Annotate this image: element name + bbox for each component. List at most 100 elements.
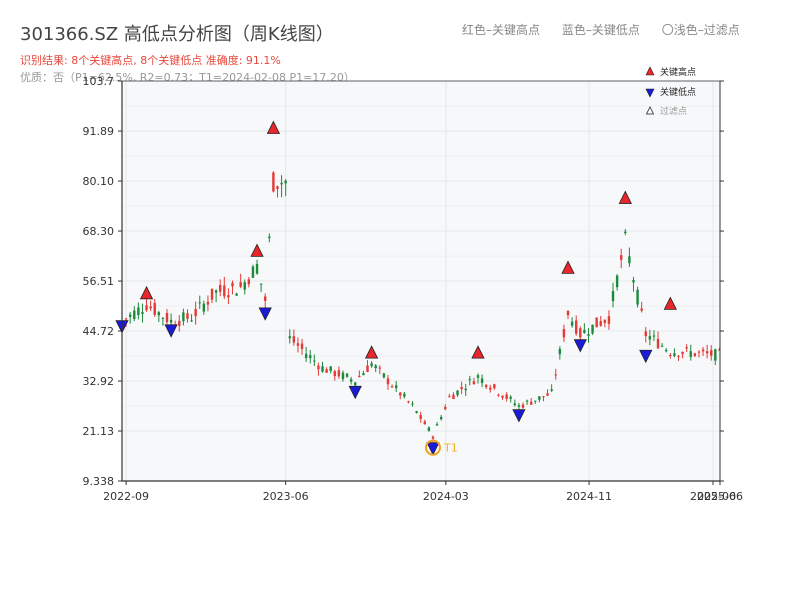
legend-red-high: 红色–关键高点 <box>462 23 541 37</box>
candle-body <box>182 312 185 322</box>
candle-body <box>345 373 349 377</box>
key-low-marker <box>258 307 272 321</box>
candle-body <box>186 313 189 319</box>
legend-low-icon <box>645 88 655 98</box>
candle-body <box>534 400 537 402</box>
candle-body <box>542 396 545 398</box>
candle-body <box>497 394 500 396</box>
candle-body <box>546 393 549 396</box>
candle-body <box>284 180 287 184</box>
y-tick-label: 32.92 <box>83 375 115 388</box>
candle-body <box>562 329 566 338</box>
candle-body <box>231 282 234 287</box>
candle-body <box>329 366 332 372</box>
x-tick-label: 2025-06 <box>697 490 743 503</box>
candle-body <box>124 318 128 320</box>
candle-body <box>382 373 386 378</box>
candle-body <box>501 395 504 398</box>
key-high-marker <box>561 260 575 274</box>
candle-body <box>280 182 283 185</box>
candle-body <box>341 372 345 380</box>
candle-body <box>566 310 570 316</box>
candle-body <box>689 351 692 357</box>
candle-body <box>529 401 533 405</box>
candle-body <box>276 186 279 189</box>
candle-body <box>583 329 586 334</box>
candle-body <box>452 394 455 400</box>
candle-body <box>169 319 173 323</box>
candle-body <box>620 255 623 260</box>
candle-body <box>718 349 721 351</box>
candle-body <box>153 302 156 315</box>
y-tick-label: 103.7 <box>83 75 115 88</box>
candle-body <box>705 351 709 354</box>
y-tick-label: 9.338 <box>83 475 115 488</box>
candle-body <box>325 369 328 373</box>
candle-body <box>394 385 398 389</box>
candle-body <box>202 303 206 312</box>
candle-body <box>251 266 255 278</box>
legend-label: 过滤点 <box>660 105 687 117</box>
candle-body <box>648 336 652 340</box>
candle-body <box>243 282 246 290</box>
candle-body <box>611 291 615 302</box>
candle-body <box>128 314 132 317</box>
candle-body <box>272 172 275 192</box>
key-low-marker <box>164 324 178 338</box>
candle-body <box>595 317 598 328</box>
candle-body <box>431 436 435 439</box>
candle-body <box>464 388 467 391</box>
candle-body <box>710 350 713 356</box>
candle-body <box>190 320 193 322</box>
candle-body <box>525 400 529 402</box>
candle-body <box>235 293 238 296</box>
x-tick-label: 2024-03 <box>423 490 469 503</box>
candle-body <box>677 355 680 357</box>
candle-body <box>268 236 271 239</box>
candle-body <box>141 312 144 314</box>
x-tick-label: 2024-11 <box>566 490 612 503</box>
candle-body <box>133 310 136 320</box>
candle-body <box>390 386 394 388</box>
candle-body <box>697 351 701 353</box>
candle-body <box>509 396 512 399</box>
candle-body <box>521 404 525 408</box>
candle-body <box>358 375 361 377</box>
candle-body <box>714 349 717 361</box>
y-tick-label: 91.89 <box>83 125 115 138</box>
key-low-marker <box>512 409 526 423</box>
candle-body <box>219 284 222 292</box>
candle-body <box>570 321 574 326</box>
candle-body <box>264 296 267 301</box>
candle-body <box>554 374 557 376</box>
candle-body <box>480 378 484 383</box>
legend-label: 关键低点 <box>660 86 696 98</box>
candle-body <box>468 379 472 381</box>
candle-body <box>223 285 226 297</box>
candle-body <box>214 290 218 293</box>
candle-body <box>603 319 607 324</box>
y-tick-label: 68.30 <box>83 225 115 238</box>
candle-body <box>685 347 688 349</box>
candle-body <box>194 308 197 317</box>
key-low-marker <box>426 442 440 456</box>
candle-body <box>591 324 594 334</box>
candle-body <box>349 379 353 382</box>
key-high-marker <box>266 120 281 134</box>
x-tick-label: 2022-09 <box>103 490 149 503</box>
key-low-marker <box>573 339 587 353</box>
candle-body <box>673 353 676 357</box>
candle-body <box>354 382 357 386</box>
legend-blue-low: 蓝色–关键低点 <box>561 23 640 37</box>
t1-ring <box>424 439 441 456</box>
candle-body <box>157 312 161 316</box>
candle-body <box>579 328 582 338</box>
candle-body <box>681 351 684 355</box>
candle-body <box>415 411 418 413</box>
key-low-marker <box>639 349 653 364</box>
candle-body <box>300 343 304 349</box>
candle-body <box>574 320 578 334</box>
candle-body <box>644 331 647 337</box>
candle-body <box>337 370 341 377</box>
